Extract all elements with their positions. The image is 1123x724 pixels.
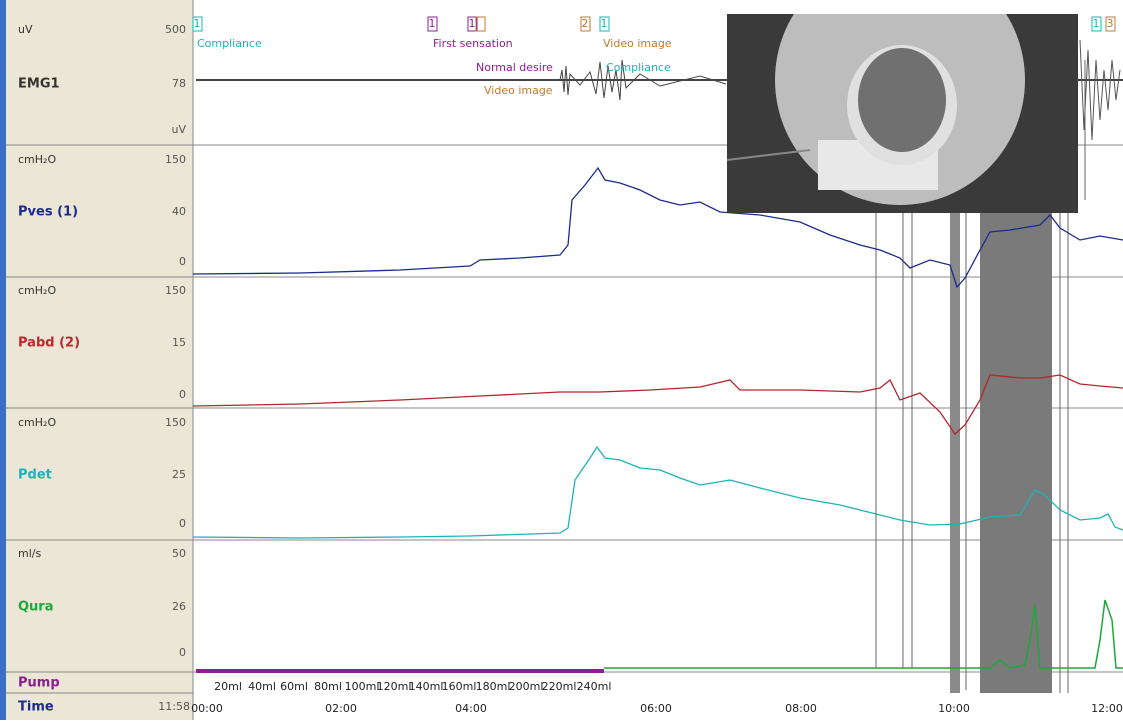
time-value: 11:58 — [158, 700, 190, 713]
unit: uV — [18, 23, 33, 36]
time-tick: 10:00 — [938, 702, 970, 715]
annotation: Compliance — [606, 61, 671, 74]
event-number: 1 — [469, 17, 476, 30]
scale-max: 150 — [165, 153, 186, 166]
time-tick: 06:00 — [640, 702, 672, 715]
scale-mid: 15 — [172, 336, 186, 349]
time-tick: 04:00 — [455, 702, 487, 715]
page: uV 500 EMG1 78 uV cmH₂O 150 Pves (1) 40 … — [0, 0, 1123, 720]
volume-labels: 20ml 40ml 60ml 80ml 100ml 120ml 140ml 16… — [214, 680, 611, 693]
time-tick: 12:00 — [1091, 702, 1123, 715]
event-number: 1 — [429, 17, 436, 30]
volume-label: 60ml — [280, 680, 308, 693]
volume-label: 140ml — [409, 680, 444, 693]
event-label: Video image — [603, 37, 672, 50]
channel-name: EMG1 — [18, 77, 60, 92]
pump-bar — [196, 669, 604, 673]
scale-mid: 40 — [172, 205, 186, 218]
volume-label: 40ml — [248, 680, 276, 693]
volume-label: 80ml — [314, 680, 342, 693]
volume-label: 100ml — [345, 680, 380, 693]
event-label: Compliance — [197, 37, 262, 50]
annotation: Normal desire — [476, 61, 553, 74]
scale-min: 0 — [179, 517, 186, 530]
event-number: 1 — [194, 17, 201, 30]
annotation: Video image — [484, 84, 553, 97]
screen: uV 500 EMG1 78 uV cmH₂O 150 Pves (1) 40 … — [0, 0, 1123, 720]
event-number: 2 — [582, 17, 589, 30]
scale-mid: 26 — [172, 600, 186, 613]
scale-min: 0 — [179, 388, 186, 401]
volume-label: 180ml — [476, 680, 511, 693]
scale-mid: 78 — [172, 77, 186, 90]
pump-label: Pump — [18, 676, 60, 691]
scale-max: 150 — [165, 416, 186, 429]
unit: cmH₂O — [18, 416, 56, 429]
volume-label: 200ml — [509, 680, 544, 693]
event-number: 1 — [601, 17, 608, 30]
event-number: 1 — [1093, 17, 1100, 30]
unit: cmH₂O — [18, 153, 56, 166]
channel-name: Pabd (2) — [18, 336, 80, 351]
event-label: First sensation — [433, 37, 513, 50]
scale-min: 0 — [179, 646, 186, 659]
side-bar — [0, 0, 6, 720]
volume-label: 20ml — [214, 680, 242, 693]
time-tick: 08:00 — [785, 702, 817, 715]
time-tick: 00:00 — [191, 702, 223, 715]
event-number: 3 — [1107, 17, 1114, 30]
video-inset — [727, 0, 1078, 213]
channel-name: Pdet — [18, 468, 52, 483]
scale-min: 0 — [179, 255, 186, 268]
channel-name: Qura — [18, 600, 54, 615]
volume-label: 240ml — [577, 680, 612, 693]
scale-min: uV — [172, 123, 187, 136]
channel-name: Pves (1) — [18, 205, 78, 220]
volume-label: 220ml — [542, 680, 577, 693]
unit: cmH₂O — [18, 284, 56, 297]
scale-max: 500 — [165, 23, 186, 36]
time-label: Time — [18, 700, 54, 715]
volume-label: 160ml — [442, 680, 477, 693]
unit: ml/s — [18, 547, 41, 560]
scale-mid: 25 — [172, 468, 186, 481]
scale-max: 150 — [165, 284, 186, 297]
scale-max: 50 — [172, 547, 186, 560]
time-tick: 02:00 — [325, 702, 357, 715]
volume-label: 120ml — [377, 680, 412, 693]
